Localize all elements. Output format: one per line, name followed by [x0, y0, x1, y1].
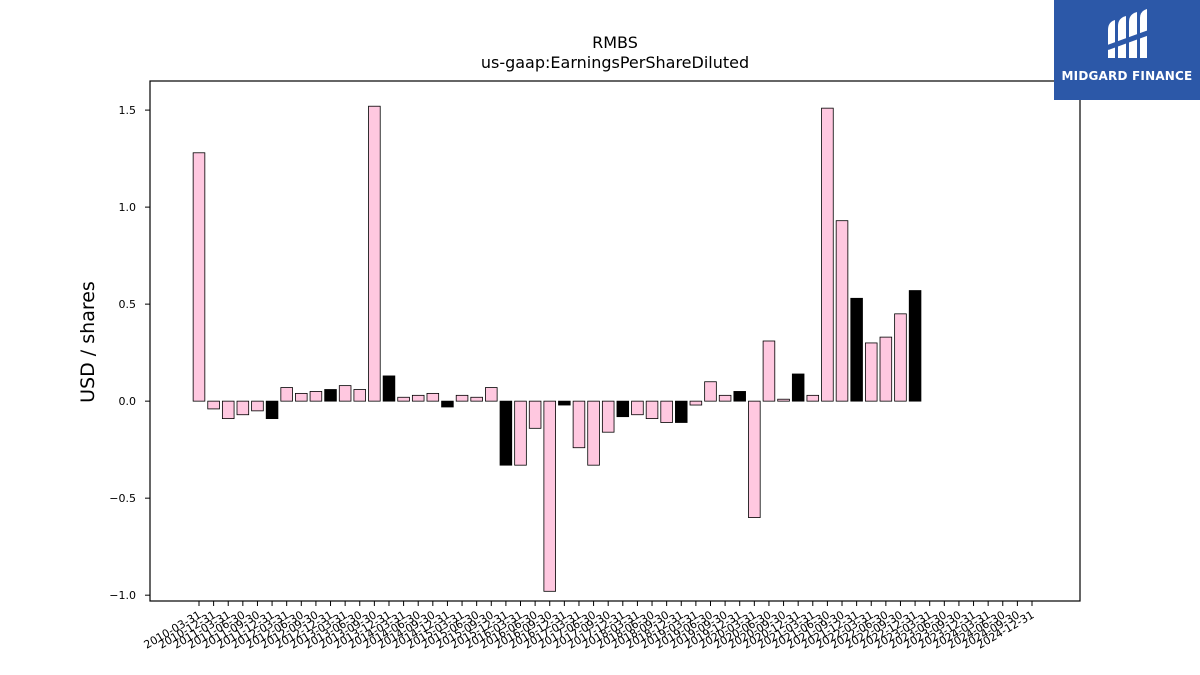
plot-frame	[149, 80, 1081, 602]
bar-2021-09-30	[835, 220, 849, 402]
chart-subtitle: us-gaap:EarningsPerShareDiluted	[481, 53, 749, 72]
y-tick-label: 0.0	[119, 395, 137, 408]
bar-2019-12-31	[733, 391, 746, 402]
bar-2015-03-31	[455, 394, 469, 402]
bar-2011-03-31	[221, 400, 235, 420]
bar-2017-12-31	[616, 400, 630, 418]
bar-2012-03-31	[280, 387, 293, 402]
bar-2019-09-30	[718, 394, 732, 402]
bar-2013-03-31	[338, 385, 352, 402]
bar-2014-03-31	[397, 396, 410, 402]
bar-2016-09-30	[543, 400, 556, 592]
bar-2013-09-30	[368, 105, 381, 402]
bar-2017-03-31	[572, 400, 586, 449]
bar-2011-12-31	[265, 400, 279, 420]
bar-2018-09-30	[660, 400, 673, 423]
bar-2015-12-31	[499, 400, 513, 466]
bar-2021-12-31	[850, 297, 863, 402]
bar-2021-03-31	[806, 394, 820, 402]
bar-2013-12-31	[382, 375, 396, 402]
bar-2011-06-30	[236, 400, 250, 416]
bar-2020-12-31	[791, 373, 805, 402]
bar-2018-03-31	[631, 400, 644, 416]
bar-2016-03-31	[514, 400, 527, 466]
bar-2020-06-30	[762, 340, 776, 402]
bar-2010-03-31	[192, 152, 206, 402]
y-tick-label: 0.5	[119, 298, 137, 311]
y-ticks-group: −1.0 −0.5 0.0 0.5 1.0 1.5	[109, 104, 150, 602]
bar-2018-06-30	[645, 400, 659, 420]
bar-2014-12-31	[441, 400, 454, 408]
bar-2015-09-30	[485, 387, 498, 402]
bar-2018-12-31	[675, 400, 688, 423]
chart-title: RMBS	[592, 33, 638, 52]
x-ticks-group: 2010-03-312010-12-312011-03-312011-06-30…	[142, 601, 1037, 652]
y-tick-label: −0.5	[109, 492, 136, 505]
y-tick-label: 1.5	[119, 104, 137, 117]
brand-logo-text: MIDGARD FINANCE	[1061, 69, 1193, 83]
y-tick-label: −1.0	[109, 589, 136, 602]
midgard-mark-icon	[1106, 9, 1150, 58]
bar-2010-12-31	[207, 400, 220, 410]
bar-2017-09-30	[601, 400, 615, 433]
bar-2021-06-30	[821, 107, 834, 402]
bar-2012-06-30	[295, 392, 308, 402]
bars-group	[192, 105, 922, 592]
bar-2011-09-30	[251, 400, 264, 412]
y-axis-label: USD / shares	[77, 281, 99, 403]
bar-2014-06-30	[411, 394, 425, 402]
bar-2022-06-30	[879, 336, 893, 402]
bar-2015-06-30	[470, 396, 483, 402]
bar-2022-03-31	[865, 342, 878, 402]
bar-2019-06-30	[704, 381, 717, 402]
bar-2020-03-31	[748, 400, 761, 518]
y-tick-label: 1.0	[119, 201, 137, 214]
bar-2012-09-30	[309, 391, 323, 402]
bar-2017-06-30	[587, 400, 600, 466]
bar-2019-03-31	[689, 400, 703, 406]
bar-2013-06-30	[353, 389, 367, 402]
bar-2012-12-31	[324, 389, 337, 402]
bar-2022-12-31	[908, 290, 922, 402]
bar-2016-12-31	[558, 400, 571, 406]
brand-logo: MIDGARD FINANCE	[1054, 0, 1200, 100]
bar-2020-09-30	[777, 398, 790, 402]
bar-2014-09-30	[426, 392, 440, 402]
bar-2022-09-30	[894, 313, 907, 402]
bar-2016-06-30	[528, 400, 542, 429]
